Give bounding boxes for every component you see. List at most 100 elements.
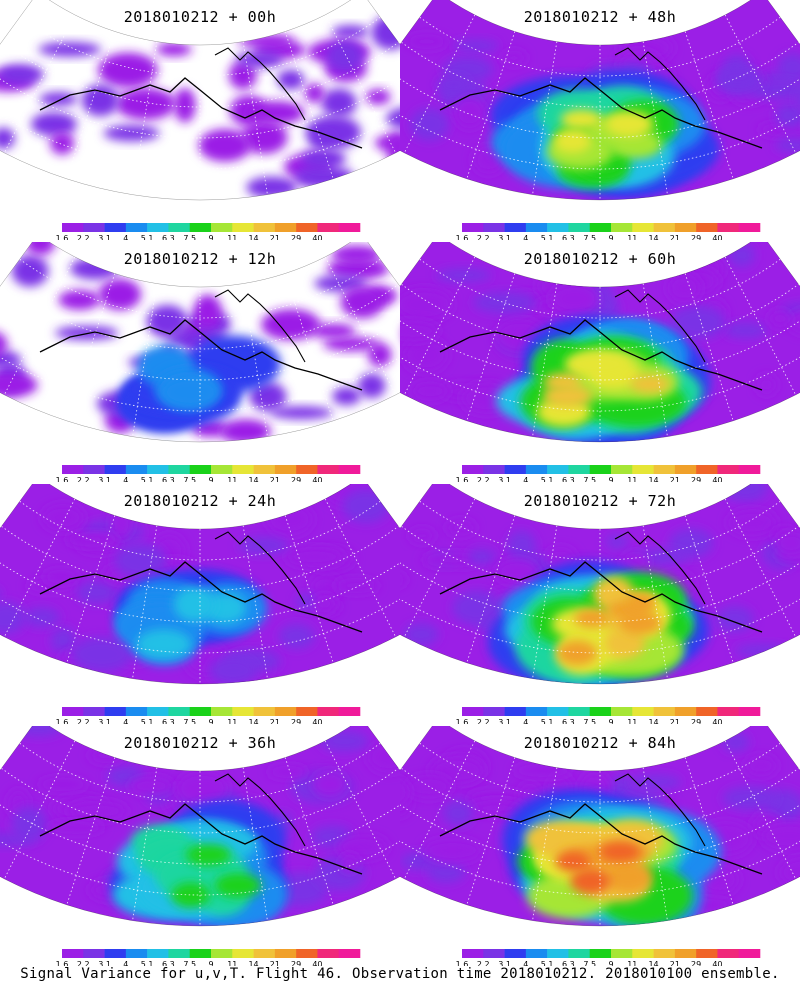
colorbar-tick-label: 4 — [523, 234, 528, 240]
colorbar-tick-label: 2.2 — [77, 718, 90, 724]
graticule-line — [400, 818, 800, 896]
graticule-line — [324, 256, 397, 396]
variance-blob — [220, 419, 271, 442]
variance-blob — [620, 551, 651, 573]
variance-map: 1.6 2.2 3.1 4 5.1 6.3 7.5 9 11 14 21 29 40 — [400, 726, 800, 966]
variance-blob — [402, 337, 449, 373]
colorbar-tick-label: 2.2 — [77, 234, 90, 240]
colorbar-tick-label: 6.3 — [162, 718, 175, 724]
graticule-line — [642, 283, 668, 437]
variance-blob — [50, 131, 75, 155]
colorbar-tick-label: 2.2 — [477, 718, 490, 724]
graticule-line — [403, 256, 476, 396]
variance-blob — [400, 320, 440, 342]
variance-blob — [365, 89, 391, 105]
colorbar-swatch — [504, 949, 527, 958]
graticule-line — [684, 515, 734, 663]
coastline — [214, 289, 306, 363]
variance-blob — [668, 528, 714, 558]
variance-blob — [0, 64, 44, 85]
map-panel: 2018010212 + 00h 1.6 2.2 3.1 4 5.1 6.3 7.5 9 11 14… — [0, 0, 400, 240]
graticule-line — [242, 767, 268, 921]
variance-blob — [400, 776, 411, 808]
variance-blob — [198, 128, 252, 162]
colorbar-tick-label: 6.3 — [162, 234, 175, 240]
coastline — [214, 531, 306, 605]
colorbar-tick-label: 7.5 — [183, 234, 196, 240]
panel-title: 2018010212 + 60h — [523, 250, 677, 268]
colorbar-swatch — [653, 707, 676, 716]
variance-blob — [405, 34, 448, 50]
variance-map: 1.6 2.2 3.1 4 5.1 6.3 7.5 9 11 14 21 29 40 — [0, 484, 400, 724]
graticule-line — [132, 525, 158, 679]
variance-blob — [65, 532, 120, 547]
variance-blob — [71, 636, 133, 672]
colorbar-tick-label: 4 — [523, 960, 528, 966]
colorbar-swatch — [317, 707, 340, 716]
map-panel: 2018010212 + 60h 1.6 2.2 3.1 4 5.1 6.3 7.5 9 11 14… — [400, 242, 800, 482]
variance-blob — [312, 594, 336, 613]
variance-blob — [50, 627, 76, 654]
graticule-line — [466, 757, 516, 905]
variance-blob — [670, 305, 726, 339]
colorbar-tick-label: 11 — [227, 234, 237, 240]
graticule-line — [66, 515, 116, 663]
colorbar-tick-label: 40 — [712, 960, 722, 966]
colorbar-swatch — [104, 949, 127, 958]
coastline — [614, 289, 706, 363]
colorbar-swatch — [317, 949, 340, 958]
graticule-line — [1, 767, 399, 834]
variance-blob — [443, 800, 474, 826]
colorbar-tick-label: 11 — [227, 960, 237, 966]
colorbar-swatch — [653, 949, 676, 958]
variance-map: 1.6 2.2 3.1 4 5.1 6.3 7.5 9 11 14 21 29 40 — [400, 0, 800, 240]
coastline — [39, 77, 363, 149]
variance-blob — [342, 489, 390, 524]
colorbar-tick-label: 9 — [608, 718, 613, 724]
colorbar-tick-label: 14 — [648, 476, 658, 482]
colorbar-tick-label: 3.1 — [98, 234, 111, 240]
panel-title: 2018010212 + 00h — [123, 8, 277, 26]
colorbar-tick-label: 9 — [208, 718, 213, 724]
colorbar-swatch — [632, 223, 654, 232]
colorbar-tick-label: 3.1 — [98, 476, 111, 482]
colorbar-tick-label: 40 — [312, 234, 322, 240]
graticule-line — [66, 31, 116, 179]
map-outline — [0, 242, 400, 443]
colorbar-tick-label: 29 — [291, 960, 301, 966]
graticule-line — [19, 258, 381, 319]
colorbar-swatch — [568, 707, 591, 716]
coastline — [614, 47, 706, 121]
colorbar-swatch — [83, 465, 105, 474]
colorbar-swatch — [83, 223, 105, 232]
graticule-line — [400, 793, 800, 865]
coastline — [614, 531, 706, 605]
variance-blob — [11, 254, 49, 287]
variance-blob — [58, 289, 101, 310]
colorbar-swatch — [717, 949, 740, 958]
variance-blob — [453, 39, 499, 52]
variance-blob — [176, 770, 229, 806]
map-panel: 2018010212 + 72h 1.6 2.2 3.1 4 5.1 6.3 7.5 9 11 14… — [400, 484, 800, 724]
graticule-line — [242, 41, 268, 195]
graticule-line — [284, 31, 334, 179]
variance-blob — [278, 623, 315, 649]
graticule-line — [400, 67, 800, 139]
colorbar-swatch — [653, 223, 676, 232]
colorbar-tick-label: 3.1 — [98, 718, 111, 724]
colorbar-tick-label: 11 — [627, 960, 637, 966]
colorbar-swatch — [738, 949, 761, 958]
colorbar-swatch — [525, 223, 548, 232]
colorbar-tick-label: 9 — [608, 960, 613, 966]
colorbar-swatch — [483, 707, 505, 716]
variance-blob — [38, 777, 88, 792]
variance-blob — [410, 108, 449, 141]
panel-title: 2018010212 + 72h — [523, 492, 677, 510]
graticule-line — [0, 67, 400, 139]
variance-map: 1.6 2.2 3.1 4 5.1 6.3 7.5 9 11 14 21 29 40 — [0, 726, 400, 966]
colorbar-swatch — [274, 707, 297, 716]
variance-blob — [445, 519, 477, 536]
colorbar-swatch — [611, 949, 633, 958]
variance-blob — [284, 546, 345, 567]
variance-map: 1.6 2.2 3.1 4 5.1 6.3 7.5 9 11 14 21 29 40 — [400, 242, 800, 482]
